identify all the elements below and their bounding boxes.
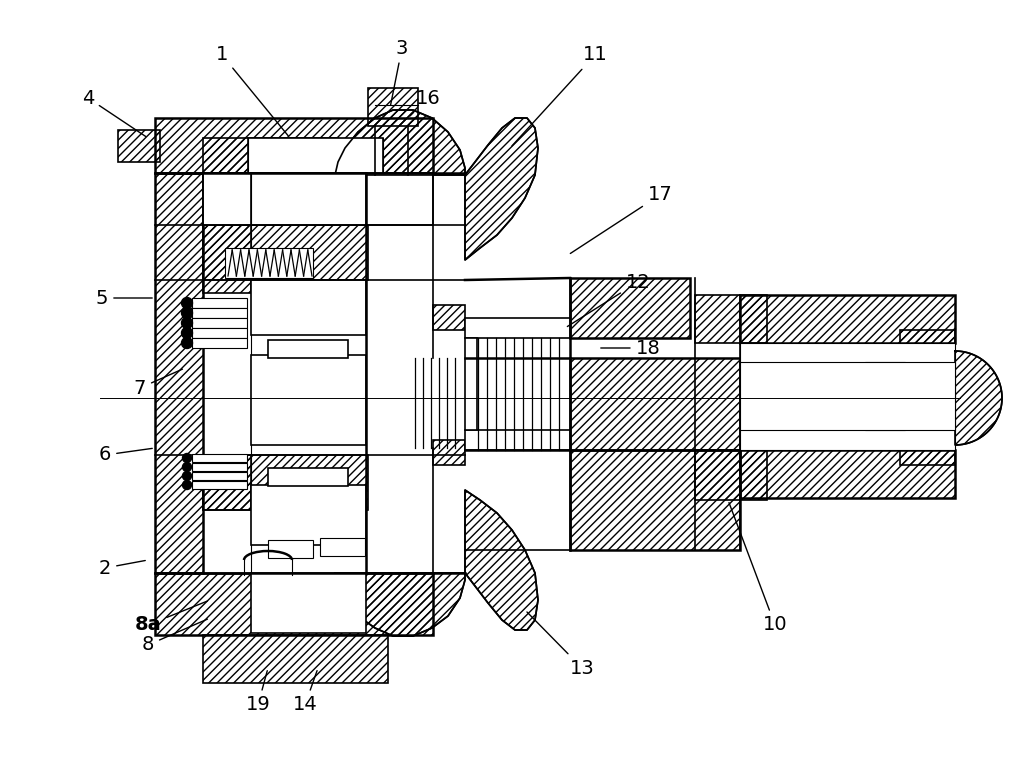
Bar — [192, 328, 247, 338]
Bar — [192, 472, 247, 480]
Circle shape — [182, 471, 192, 480]
Text: 14: 14 — [292, 671, 317, 714]
Bar — [155, 118, 433, 173]
Text: 12: 12 — [567, 272, 650, 327]
Bar — [192, 481, 247, 489]
Bar — [203, 225, 251, 293]
Bar — [739, 362, 954, 430]
Circle shape — [181, 317, 193, 328]
Text: 11: 11 — [512, 45, 606, 146]
Bar — [268, 340, 347, 358]
Bar — [192, 308, 247, 318]
Bar — [251, 280, 366, 335]
Bar — [570, 278, 689, 338]
Text: 17: 17 — [570, 186, 672, 254]
Bar — [192, 318, 247, 328]
Text: 7: 7 — [133, 369, 182, 398]
Bar — [192, 463, 247, 471]
Text: 6: 6 — [99, 445, 152, 465]
Text: 5: 5 — [96, 289, 152, 307]
Bar — [739, 450, 954, 498]
Text: 16: 16 — [410, 88, 440, 116]
Bar — [203, 225, 368, 280]
Bar — [864, 362, 904, 430]
Text: 4: 4 — [82, 88, 146, 136]
Text: 2: 2 — [99, 558, 145, 577]
Circle shape — [182, 453, 192, 463]
Bar — [155, 173, 203, 573]
Text: 18: 18 — [600, 339, 659, 357]
Text: 8: 8 — [142, 619, 207, 654]
Bar — [368, 88, 418, 126]
Circle shape — [181, 328, 193, 339]
Bar — [248, 138, 382, 173]
Bar — [694, 295, 766, 343]
Bar — [268, 468, 347, 486]
Bar — [251, 173, 366, 225]
Bar — [694, 450, 766, 500]
Bar — [203, 455, 251, 510]
Bar — [739, 343, 954, 450]
Bar — [192, 454, 247, 462]
Bar — [465, 318, 570, 338]
Bar — [203, 635, 387, 683]
Circle shape — [181, 307, 193, 318]
Text: 1: 1 — [216, 45, 288, 136]
Bar — [570, 358, 739, 450]
Bar — [225, 248, 313, 278]
Bar — [251, 485, 366, 545]
Bar — [739, 295, 954, 343]
Bar — [118, 130, 160, 162]
Bar — [268, 540, 313, 558]
Text: 13: 13 — [527, 612, 594, 678]
Circle shape — [181, 338, 193, 349]
Bar — [899, 330, 954, 465]
Bar — [203, 455, 368, 510]
Bar — [251, 355, 366, 445]
Bar — [465, 430, 570, 450]
Bar — [465, 338, 477, 430]
Bar — [155, 573, 433, 635]
Text: 10: 10 — [729, 502, 787, 634]
Bar — [203, 173, 433, 225]
Bar — [570, 450, 739, 550]
Bar — [251, 173, 366, 573]
Circle shape — [182, 480, 192, 490]
Bar — [251, 573, 366, 633]
Bar — [433, 440, 465, 465]
Bar — [433, 305, 465, 330]
Text: 19: 19 — [246, 671, 270, 714]
Bar — [192, 338, 247, 348]
Circle shape — [182, 463, 192, 471]
Bar — [203, 138, 337, 173]
Text: 8a: 8a — [135, 601, 207, 634]
Bar — [192, 298, 247, 308]
Bar — [320, 538, 365, 556]
Circle shape — [181, 297, 193, 309]
Text: 3: 3 — [390, 38, 408, 105]
